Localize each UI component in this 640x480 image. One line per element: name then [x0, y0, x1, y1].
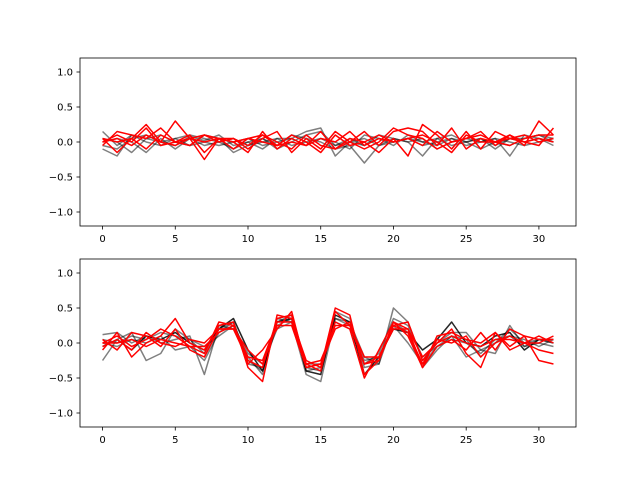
series-line-0: [102, 307, 554, 383]
series-line-8: [102, 130, 554, 154]
x-tick-label: 5: [172, 234, 178, 245]
x-tick-label: 20: [387, 435, 400, 446]
series-line-9: [102, 321, 554, 369]
x-tick-label: 20: [387, 234, 400, 245]
y-tick-label: 0.5: [57, 103, 73, 114]
x-tick-label: 10: [242, 234, 255, 245]
y-tick-label: 0.0: [57, 138, 73, 149]
x-tick-label: 0: [99, 234, 105, 245]
series-line-9: [102, 130, 554, 150]
y-tick-label: −1.0: [49, 409, 73, 420]
y-tick-label: 0.5: [57, 304, 73, 315]
y-tick-label: −0.5: [49, 374, 73, 385]
y-tick-label: 1.0: [57, 68, 73, 79]
x-tick-label: 15: [314, 234, 327, 245]
series-group: [101, 307, 554, 383]
x-tick-label: 10: [242, 435, 255, 446]
y-tick-label: −1.0: [49, 208, 73, 219]
series-line-5: [101, 307, 554, 383]
x-tick-label: 30: [533, 234, 546, 245]
x-tick-label: 5: [172, 435, 178, 446]
x-tick-label: 25: [460, 435, 473, 446]
series-line-4: [102, 134, 554, 150]
series-line-8: [102, 321, 554, 365]
x-tick-label: 0: [99, 435, 105, 446]
y-tick-label: 1.0: [57, 269, 73, 280]
series-group: [102, 120, 555, 164]
series-line-1: [102, 134, 554, 164]
x-tick-label: 15: [314, 435, 327, 446]
subplot-top: 0 5 10 15 20 25 30 −1.0 −0.5 0.0 0.5 1.0: [49, 57, 577, 245]
subplot-bottom: 0 5 10 15 20 25 30 −1.0 −0.5 0.0 0.5 1.0: [49, 258, 577, 446]
x-tick-label: 25: [460, 234, 473, 245]
x-tick-label: 30: [533, 435, 546, 446]
y-tick-label: −0.5: [49, 173, 73, 184]
y-tick-label: 0.0: [57, 339, 73, 350]
